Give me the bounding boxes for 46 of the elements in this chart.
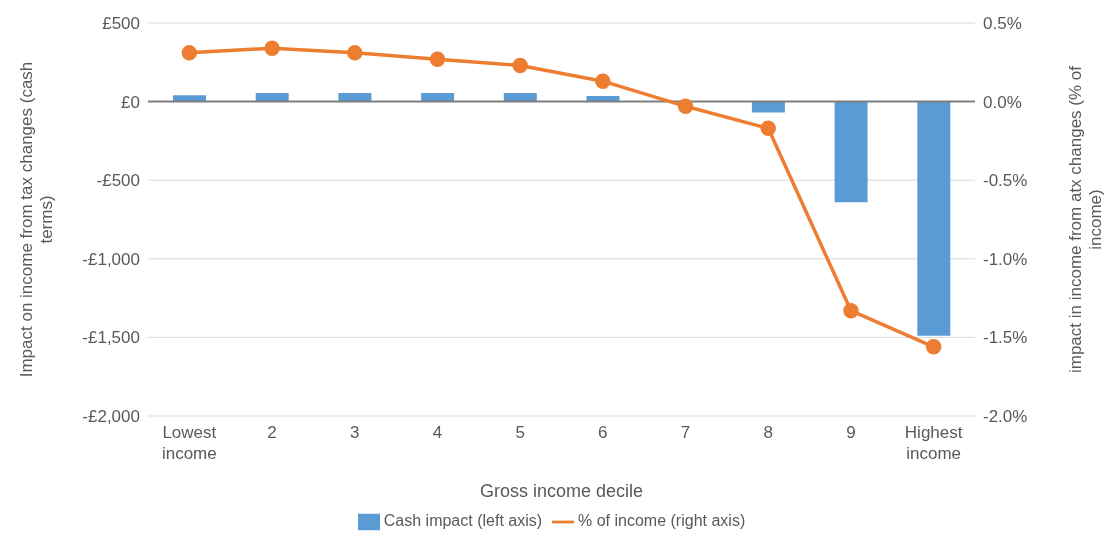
y2-tick-label: 0.0%	[983, 92, 1022, 112]
x-tick-label: 7	[680, 423, 691, 442]
bar	[586, 96, 620, 102]
bar	[338, 92, 372, 102]
y-axis-title: Impact on income from tax changes (cash terms)	[17, 61, 56, 378]
y-tick-label: £0	[121, 92, 140, 112]
y-tick-label: -£1,000	[82, 249, 140, 269]
y-tick-label: £500	[102, 14, 140, 34]
point	[181, 45, 198, 61]
x-tick-label: 4	[432, 423, 443, 442]
x-tick-label: Lowest income	[161, 423, 217, 463]
x-tick-label: 2	[267, 423, 277, 442]
x-tick-label: 5	[515, 423, 525, 442]
bar	[173, 95, 206, 102]
bar	[917, 101, 951, 336]
point	[925, 339, 942, 355]
bar	[421, 92, 455, 102]
x-tick-label: 8	[763, 423, 773, 442]
y2-axis-title: impact in income from atx changes (% of income)	[1066, 65, 1105, 374]
x-tick-label: Highest income	[904, 423, 963, 463]
y2-tick-label: -2.0%	[983, 407, 1028, 427]
point	[843, 302, 859, 319]
y2-tick-label: 0.5%	[983, 14, 1022, 34]
point	[264, 40, 280, 56]
bar	[255, 92, 289, 102]
y-tick-label: -£500	[96, 171, 140, 191]
legend-label: % of income (right axis)	[578, 512, 746, 530]
point	[677, 98, 694, 115]
x-tick-label: 9	[846, 423, 856, 442]
x-axis-title: Gross income decile	[479, 481, 644, 501]
point	[512, 57, 528, 74]
y2-tick-label: -1.0%	[983, 249, 1028, 269]
y2-tick-label: -1.5%	[983, 328, 1028, 348]
point	[347, 45, 363, 61]
bar	[834, 101, 868, 203]
bar	[503, 92, 537, 102]
x-tick-label: 6	[598, 423, 608, 442]
y-tick-label: -£1,500	[82, 328, 140, 348]
point	[429, 51, 446, 67]
point	[595, 73, 611, 89]
bar	[751, 101, 785, 113]
point	[760, 120, 776, 137]
x-tick-label: 3	[350, 423, 360, 442]
y-tick-label: -£2,000	[82, 407, 140, 427]
y2-tick-label: -0.5%	[983, 171, 1028, 191]
legend-label: Cash impact (left axis)	[383, 512, 543, 530]
